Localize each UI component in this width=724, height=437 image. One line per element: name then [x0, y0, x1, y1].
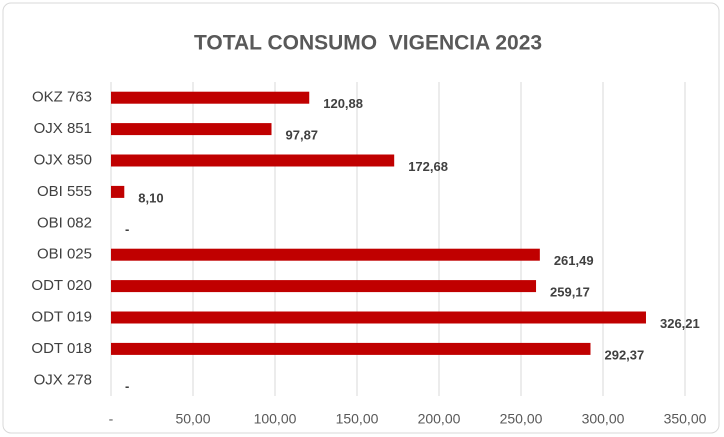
y-tick-label: OKZ 763 [32, 89, 92, 106]
x-tick-label: 300,00 [582, 411, 625, 427]
value-label: 292,37 [604, 347, 644, 362]
x-tick-label: 150,00 [336, 411, 379, 427]
y-tick-label: OJX 851 [34, 120, 92, 137]
bar [111, 123, 272, 136]
y-tick-label: ODT 020 [31, 277, 92, 294]
x-tick-label: 250,00 [500, 411, 543, 427]
value-label: - [125, 222, 129, 237]
bar [111, 185, 125, 198]
bar [111, 248, 540, 261]
bar [111, 154, 395, 167]
y-tick-label: ODT 019 [31, 308, 92, 325]
bar [111, 280, 537, 293]
y-tick-label: OJX 278 [34, 371, 92, 388]
bar [111, 91, 310, 104]
x-tick-label: 50,00 [175, 411, 210, 427]
bar [111, 311, 646, 324]
x-tick-label: 350,00 [664, 411, 707, 427]
value-label: 326,21 [660, 316, 700, 331]
value-label: 172,68 [408, 159, 448, 174]
value-label: - [125, 379, 129, 394]
y-tick-label: OBI 082 [37, 214, 92, 231]
chart-title: TOTAL CONSUMO VIGENCIA 2023 [194, 32, 542, 55]
value-label: 259,17 [550, 285, 590, 300]
y-tick-label: OBI 555 [37, 183, 92, 200]
value-label: 261,49 [554, 253, 594, 268]
value-label: 120,88 [323, 96, 363, 111]
y-tick-label: OBI 025 [37, 246, 92, 263]
bar [111, 342, 591, 355]
value-label: 8,10 [138, 190, 163, 205]
x-tick-label: 200,00 [418, 411, 461, 427]
y-tick-label: ODT 018 [31, 340, 92, 357]
value-label: 97,87 [286, 128, 319, 143]
x-tick-label: - [109, 411, 114, 427]
y-tick-label: OJX 850 [34, 151, 92, 168]
x-tick-label: 100,00 [254, 411, 297, 427]
